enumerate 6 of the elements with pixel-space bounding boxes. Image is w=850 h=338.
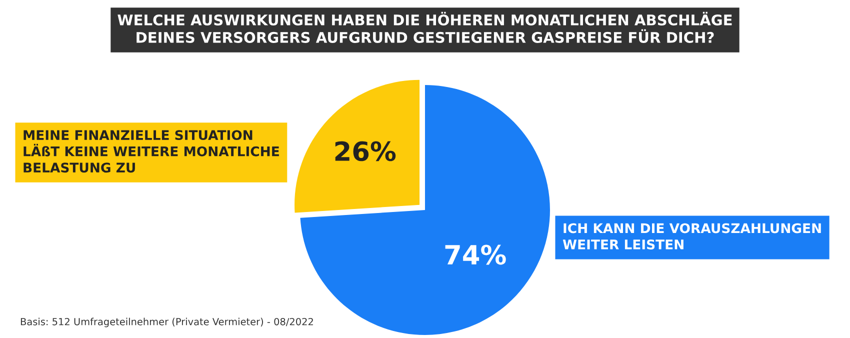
data-label: 26% — [335, 141, 396, 162]
slice-label: ICH KANN DIE VORAUSZAHLUNGEN WEITER LEISTEN — [562, 223, 821, 250]
slice-label: MEINE FINANZIELLE SITUATION LÄßT KEINE WEITERE MONATLICHE BELASTUNG ZU — [24, 130, 279, 173]
data-label: 74% — [445, 244, 506, 265]
chart-title: WELCHE AUSWIRKUNGEN HABEN DIE HÖHEREN MONATLICHEN ABSCHLÄGE DEINES VERSORGERS AUFGRUND GESTIEGENER GASPREISE FÜR DICH? — [118, 12, 732, 43]
text: Basis: 512 Umfrageteilnehmer (Private Vermieter) - 08/2022 — [20, 318, 313, 328]
